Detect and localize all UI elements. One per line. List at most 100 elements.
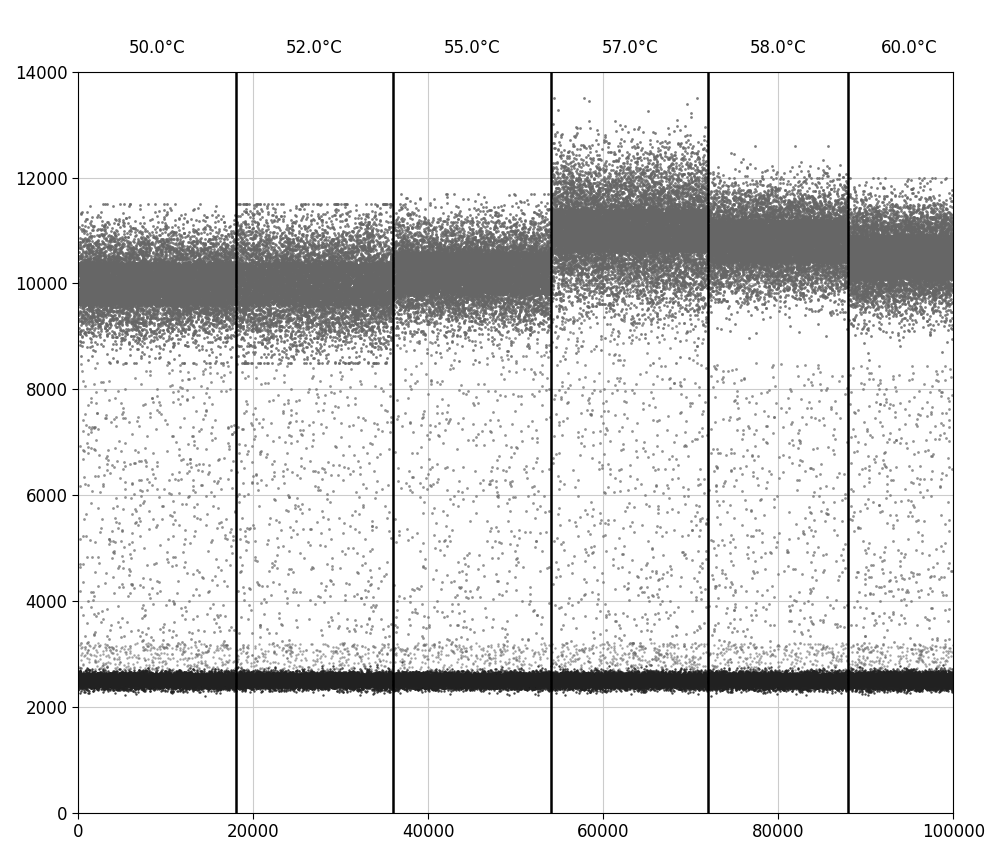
Point	[896, 247, 912, 260]
Point	[839, 223, 855, 237]
Point	[823, 249, 839, 263]
Point	[895, 245, 911, 259]
Point	[828, 675, 844, 688]
Point	[578, 227, 594, 241]
Point	[943, 672, 959, 686]
Point	[461, 670, 477, 684]
Point	[926, 668, 942, 681]
Point	[434, 279, 450, 293]
Point	[866, 262, 882, 276]
Point	[816, 210, 832, 223]
Point	[258, 295, 274, 309]
Point	[730, 213, 746, 227]
Point	[726, 680, 742, 693]
Point	[125, 253, 141, 266]
Point	[175, 672, 191, 686]
Point	[790, 676, 806, 690]
Point	[348, 241, 364, 254]
Point	[518, 668, 534, 681]
Point	[853, 276, 869, 289]
Point	[344, 676, 360, 690]
Point	[410, 299, 426, 312]
Point	[903, 244, 919, 258]
Point	[150, 294, 166, 307]
Point	[767, 225, 783, 239]
Point	[648, 253, 664, 266]
Point	[305, 676, 321, 690]
Point	[441, 281, 457, 294]
Point	[239, 679, 255, 693]
Point	[506, 284, 522, 298]
Point	[852, 250, 868, 264]
Point	[745, 672, 761, 686]
Point	[493, 249, 509, 263]
Point	[647, 255, 663, 269]
Point	[140, 285, 156, 299]
Point	[681, 673, 697, 687]
Point	[535, 668, 551, 681]
Point	[754, 223, 770, 236]
Point	[84, 246, 100, 259]
Point	[330, 677, 346, 691]
Point	[178, 276, 194, 290]
Point	[840, 674, 856, 687]
Point	[712, 218, 728, 232]
Point	[930, 673, 946, 687]
Point	[457, 672, 473, 686]
Point	[199, 259, 215, 273]
Point	[637, 221, 653, 235]
Point	[790, 676, 806, 690]
Point	[267, 669, 283, 683]
Point	[944, 671, 960, 685]
Point	[733, 241, 749, 254]
Point	[382, 303, 398, 317]
Point	[585, 669, 601, 683]
Point	[87, 303, 103, 317]
Point	[700, 675, 716, 688]
Point	[361, 675, 377, 689]
Point	[777, 263, 793, 276]
Point	[741, 244, 757, 258]
Point	[512, 670, 528, 684]
Point	[356, 673, 372, 687]
Point	[319, 677, 335, 691]
Point	[614, 420, 630, 434]
Point	[344, 310, 360, 324]
Point	[100, 265, 116, 279]
Point	[894, 673, 910, 687]
Point	[855, 290, 871, 304]
Point	[463, 280, 479, 294]
Point	[219, 671, 235, 685]
Point	[316, 307, 332, 321]
Point	[781, 670, 797, 684]
Point	[809, 261, 825, 275]
Point	[311, 246, 327, 259]
Point	[564, 168, 580, 181]
Point	[639, 580, 655, 594]
Point	[855, 234, 871, 247]
Point	[451, 673, 467, 687]
Point	[254, 668, 270, 681]
Point	[177, 276, 193, 289]
Point	[534, 270, 550, 283]
Point	[72, 676, 88, 690]
Point	[421, 679, 437, 693]
Point	[410, 674, 426, 687]
Point	[371, 669, 387, 683]
Point	[187, 674, 203, 687]
Point	[219, 675, 235, 688]
Point	[364, 676, 380, 690]
Point	[778, 262, 794, 276]
Point	[220, 671, 236, 685]
Point	[485, 673, 501, 687]
Point	[426, 249, 442, 263]
Point	[818, 253, 834, 266]
Point	[737, 673, 753, 687]
Point	[102, 320, 118, 334]
Point	[771, 675, 787, 689]
Point	[325, 657, 341, 670]
Point	[497, 675, 513, 689]
Point	[713, 224, 729, 238]
Point	[830, 249, 846, 263]
Point	[860, 674, 876, 687]
